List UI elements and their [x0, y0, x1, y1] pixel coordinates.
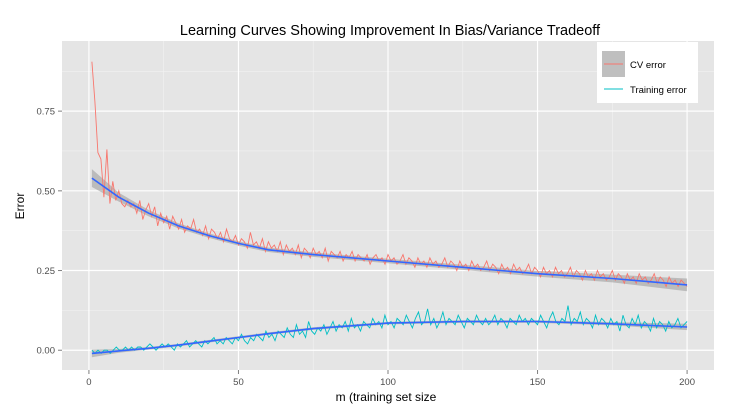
x-axis-ticks: 0 50 100 150 200 [86, 370, 695, 388]
x-axis-title: m (training set size [336, 390, 437, 404]
y-tick-label: 0.50 [37, 186, 56, 197]
legend-label-training: Training error [630, 85, 687, 96]
series-line-0 [91, 61, 688, 288]
y-tick-label: 0.75 [37, 107, 56, 118]
smooth-trend-lines [91, 177, 688, 355]
y-tick-label: 0.25 [37, 266, 56, 277]
x-tick-label: 0 [86, 377, 91, 388]
x-tick-label: 150 [530, 377, 546, 388]
x-tick-label: 50 [233, 377, 244, 388]
x-tick-label: 100 [380, 377, 396, 388]
legend-label-cv: CV error [630, 60, 666, 71]
smooth-line-1 [91, 320, 688, 355]
legend: CV error Training error [597, 42, 698, 103]
x-tick-label: 200 [679, 377, 695, 388]
y-axis-ticks: 0.00 0.25 0.50 0.75 [37, 107, 62, 357]
smooth-line-0 [91, 177, 688, 286]
chart-title: Learning Curves Showing Improvement In B… [180, 23, 601, 39]
y-axis-title: Error [13, 193, 27, 220]
y-tick-label: 0.00 [37, 346, 56, 357]
grid-lines [62, 41, 714, 370]
